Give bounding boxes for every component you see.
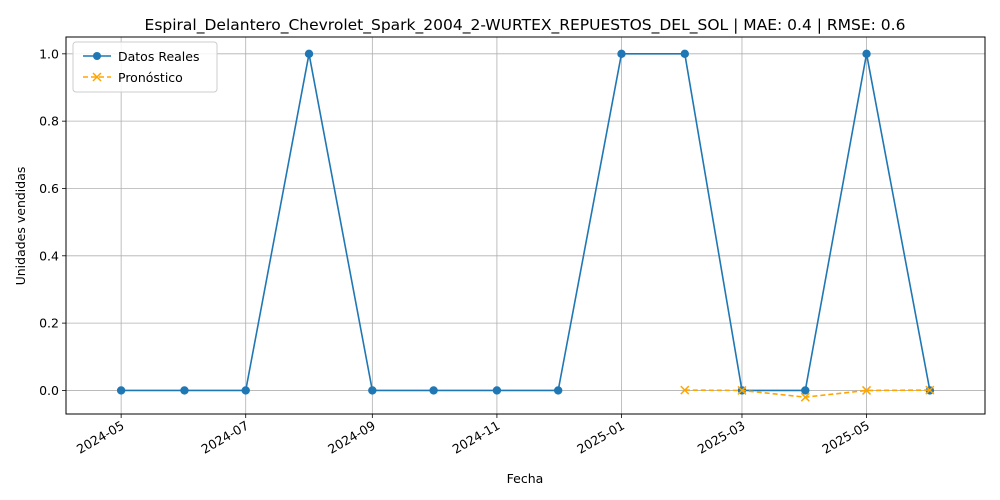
series-layer <box>116 49 935 402</box>
y-tick-label: 0.8 <box>39 114 59 129</box>
x-axis: 2024-05 2024-07 2024-09 2024-11 2025-01 2025-… <box>74 414 872 457</box>
legend-label-forecast: Pronóstico <box>118 70 183 85</box>
y-tick-label: 1.0 <box>39 46 59 61</box>
y-axis: 0.0 0.2 0.4 0.6 0.8 1.0 <box>39 46 66 398</box>
x-tick-label: 2024-11 <box>450 418 503 457</box>
x-tick-label: 2025-03 <box>695 418 748 457</box>
data-point <box>241 386 250 395</box>
x-tick-label: 2025-05 <box>819 418 872 457</box>
grid <box>66 37 985 414</box>
data-point <box>680 385 690 395</box>
series-line <box>121 53 931 392</box>
legend-box <box>72 41 218 93</box>
legend-label-actual: Datos Reales <box>118 49 199 64</box>
x-tick-label: 2024-05 <box>74 418 127 457</box>
y-tick-label: 0.6 <box>39 181 59 196</box>
data-point <box>116 386 126 395</box>
y-tick-label: 0.4 <box>39 248 59 263</box>
data-point <box>553 386 563 395</box>
series-actual <box>116 49 935 395</box>
y-axis-label: Unidades vendidas <box>13 167 28 286</box>
legend-marker-forecast <box>92 72 102 82</box>
data-point <box>737 385 747 395</box>
y-tick-label: 0.0 <box>39 383 59 398</box>
x-tick-label: 2024-09 <box>325 418 378 457</box>
data-point <box>617 49 626 59</box>
x-tick-label: 2024-07 <box>198 418 251 457</box>
data-point <box>801 386 810 395</box>
data-point <box>180 386 189 395</box>
data-point <box>925 385 935 395</box>
legend: Datos Reales Pronóstico <box>72 41 218 93</box>
x-tick-label: 2025-01 <box>574 418 627 457</box>
y-tick-label: 0.2 <box>39 316 59 331</box>
legend-marker-actual <box>93 52 101 60</box>
series-forecast <box>680 385 935 402</box>
data-point <box>304 49 314 59</box>
data-point <box>368 386 377 395</box>
data-point <box>862 49 871 59</box>
plot-frame <box>65 36 986 415</box>
data-point <box>800 392 810 402</box>
data-point <box>862 385 872 395</box>
data-point <box>680 49 689 59</box>
data-point <box>429 386 438 395</box>
data-point <box>492 386 502 395</box>
x-axis-label: Fecha <box>507 471 544 486</box>
chart-title: Espiral_Delantero_Chevrolet_Spark_2004_2… <box>145 16 906 35</box>
